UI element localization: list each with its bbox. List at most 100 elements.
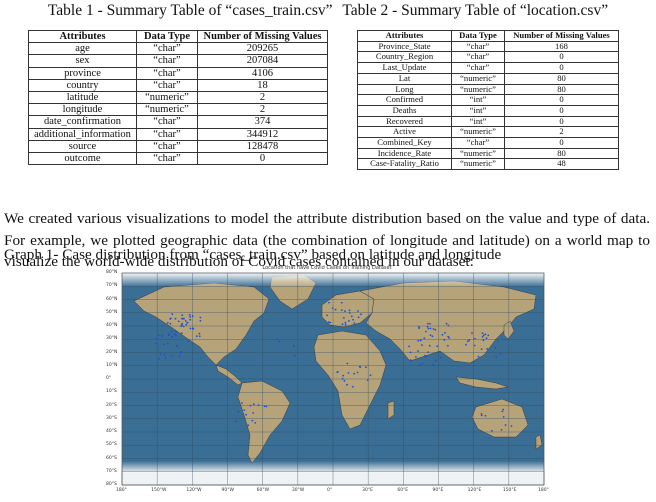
table1-row: date_confirmation “char” 374: [28, 115, 328, 129]
case-point: [441, 333, 444, 336]
table1-cell: date_confirmation: [28, 115, 137, 129]
case-point: [188, 313, 191, 316]
map-y-tick: 10°S: [106, 389, 117, 395]
case-point: [351, 385, 354, 388]
table2-cell: “numeric”: [451, 158, 505, 171]
case-point: [497, 340, 499, 343]
case-point: [501, 410, 504, 413]
table2-cell: Active: [357, 126, 452, 139]
table2-row: Recovered “int” 0: [357, 115, 619, 128]
case-point: [353, 372, 355, 375]
case-point: [176, 345, 178, 348]
table2-cell: Lat: [357, 72, 452, 85]
case-point: [480, 413, 483, 415]
case-point: [369, 374, 372, 377]
body-paragraph: We created various visualizations to mod…: [4, 210, 650, 270]
table2-cell: “int”: [451, 115, 505, 128]
table2-cell: “char”: [451, 40, 505, 53]
table1-cell: additional_information: [28, 127, 137, 141]
case-point: [436, 345, 439, 348]
table1-cell: “char”: [136, 152, 198, 166]
case-point: [359, 366, 362, 368]
map-y-tick: 70°S: [106, 468, 117, 474]
case-point: [432, 364, 434, 367]
case-point: [474, 337, 476, 340]
case-point: [466, 340, 469, 343]
case-point: [328, 301, 330, 304]
case-point: [418, 364, 421, 366]
case-point: [245, 413, 248, 416]
case-point: [293, 344, 295, 347]
case-point: [175, 334, 177, 337]
case-point: [468, 339, 471, 342]
table1-row: province “char” 4106: [28, 66, 328, 80]
case-point: [348, 320, 350, 322]
table1-header-row: Attributes Data Type Number of Missing V…: [28, 29, 328, 44]
table1-cell: 0: [197, 152, 328, 166]
table1-cell: province: [28, 66, 137, 80]
case-point: [353, 322, 356, 324]
map-x-tick: 30°E: [362, 488, 373, 493]
case-point: [487, 334, 490, 337]
table2-cell: “numeric”: [451, 147, 505, 160]
case-point: [427, 322, 429, 325]
case-point: [170, 317, 172, 320]
table2-row: Incidence_Rate “numeric” 80: [357, 147, 619, 160]
table1-cell: age: [28, 42, 137, 56]
table2-cell: Incidence_Rate: [357, 147, 452, 160]
table1-row: latitude “numeric” 2: [28, 91, 328, 105]
table1-cell: “char”: [136, 139, 198, 154]
case-point: [434, 359, 437, 362]
case-point: [344, 323, 347, 326]
table1-title: Table 1 - Summary Table of “cases_train.…: [47, 2, 333, 19]
map-x-tick: 120°E: [467, 488, 482, 493]
case-point: [334, 308, 337, 311]
case-point: [480, 348, 483, 350]
table2-cell: 0: [504, 115, 619, 128]
case-point: [336, 371, 339, 374]
case-point: [343, 379, 346, 382]
case-point: [168, 334, 170, 337]
map-x-tick: 30°W: [291, 488, 305, 493]
table2-cell: Combined_Key: [357, 137, 452, 149]
case-point: [192, 327, 194, 330]
map-x-tick: 90°E: [432, 488, 444, 493]
table2-cell: 80: [504, 72, 619, 85]
table1-cell: outcome: [28, 152, 137, 166]
case-point: [181, 322, 184, 325]
table1-cell: “numeric”: [136, 103, 198, 117]
case-point: [502, 408, 505, 411]
case-point: [444, 332, 446, 334]
case-point: [343, 317, 345, 319]
case-point: [490, 429, 493, 432]
table1-cell: “char”: [136, 78, 198, 93]
case-point: [294, 354, 296, 357]
case-point: [427, 327, 430, 330]
case-point: [447, 324, 450, 327]
table1-cell: 18: [197, 78, 328, 93]
table2-row: Active “numeric” 2: [357, 126, 619, 139]
case-point: [366, 379, 369, 382]
case-point: [344, 310, 346, 312]
land-europe: [321, 290, 375, 328]
case-point: [185, 323, 188, 326]
case-point: [178, 355, 181, 357]
case-point: [482, 334, 485, 337]
table2-cell: Country_Region: [357, 51, 452, 64]
world-map-figure: Location that have Covid Cases on Traini…: [104, 265, 550, 497]
table2-cell: 80: [504, 147, 619, 160]
case-point: [360, 313, 362, 316]
case-point: [346, 362, 349, 365]
table2-cell: Last_Update: [357, 62, 452, 74]
table2-row: Province_State “char” 168: [357, 40, 619, 53]
map-y-tick: 0°: [106, 376, 112, 381]
map-y-tick: 70°N: [106, 283, 118, 289]
case-point: [174, 317, 177, 320]
table1-cell: “char”: [136, 54, 198, 68]
case-point: [235, 420, 238, 423]
case-point: [257, 404, 260, 406]
case-point: [173, 333, 176, 336]
case-point: [342, 374, 345, 377]
case-point: [418, 327, 420, 329]
case-point: [329, 321, 332, 324]
